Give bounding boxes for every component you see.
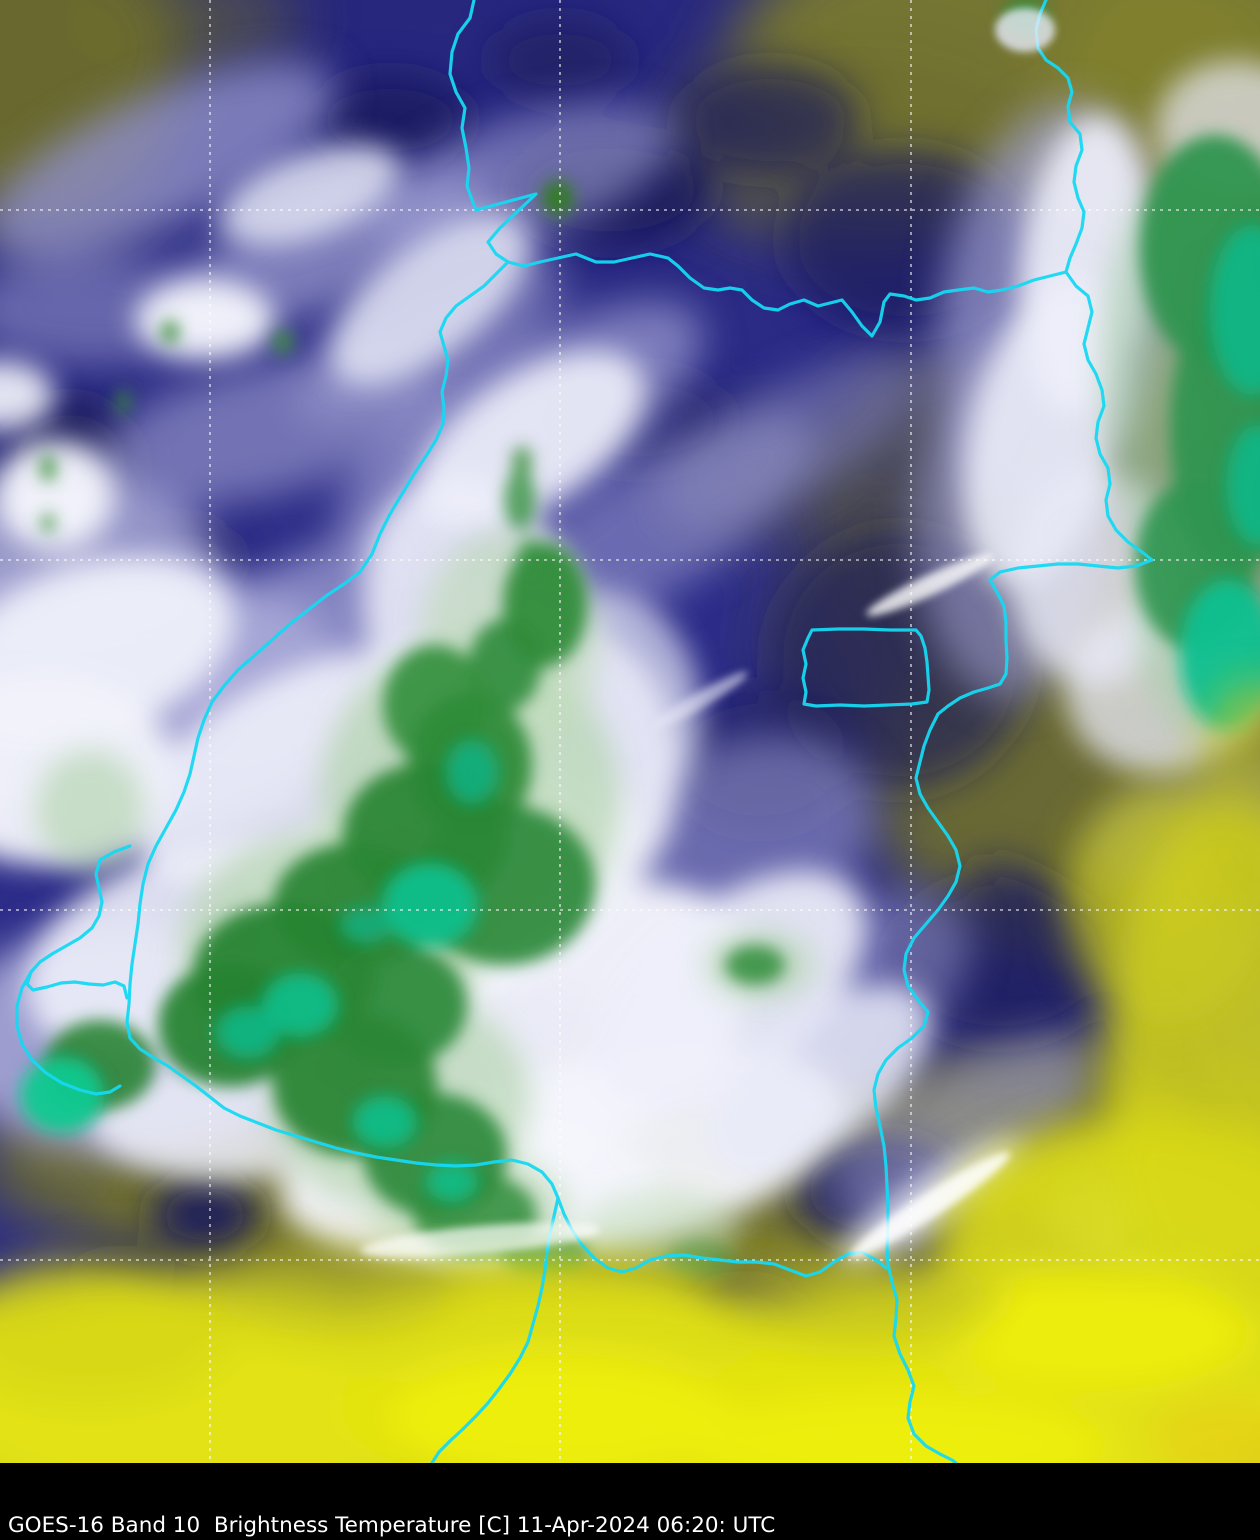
caption-bar: GOES-16 Band 10 Brightness Temperature […	[0, 1463, 1260, 1540]
southeast-state-border	[872, 712, 962, 1463]
latlon-grid	[0, 0, 1260, 1463]
cloud-streak-highlights	[360, 8, 1055, 1258]
north-state-border	[506, 252, 1068, 338]
goes16-band10-map	[0, 0, 1260, 1463]
teal-coldest-layer	[20, 225, 1260, 1202]
caption-text: GOES-16 Band 10 Brightness Temperature […	[8, 1513, 776, 1538]
east-state-border	[936, 0, 1154, 716]
south-river-border	[430, 1196, 560, 1463]
state-borders	[15, 0, 1154, 1463]
west-state-border	[125, 260, 888, 1278]
west-edge-border-loop	[25, 844, 132, 1000]
north-river-border	[448, 0, 538, 264]
satellite-image	[0, 0, 1260, 1463]
west-edge-border-hook	[15, 970, 122, 1096]
warm-yellow-zone	[0, 680, 1260, 1463]
federal-district-rectangle	[801, 627, 931, 708]
